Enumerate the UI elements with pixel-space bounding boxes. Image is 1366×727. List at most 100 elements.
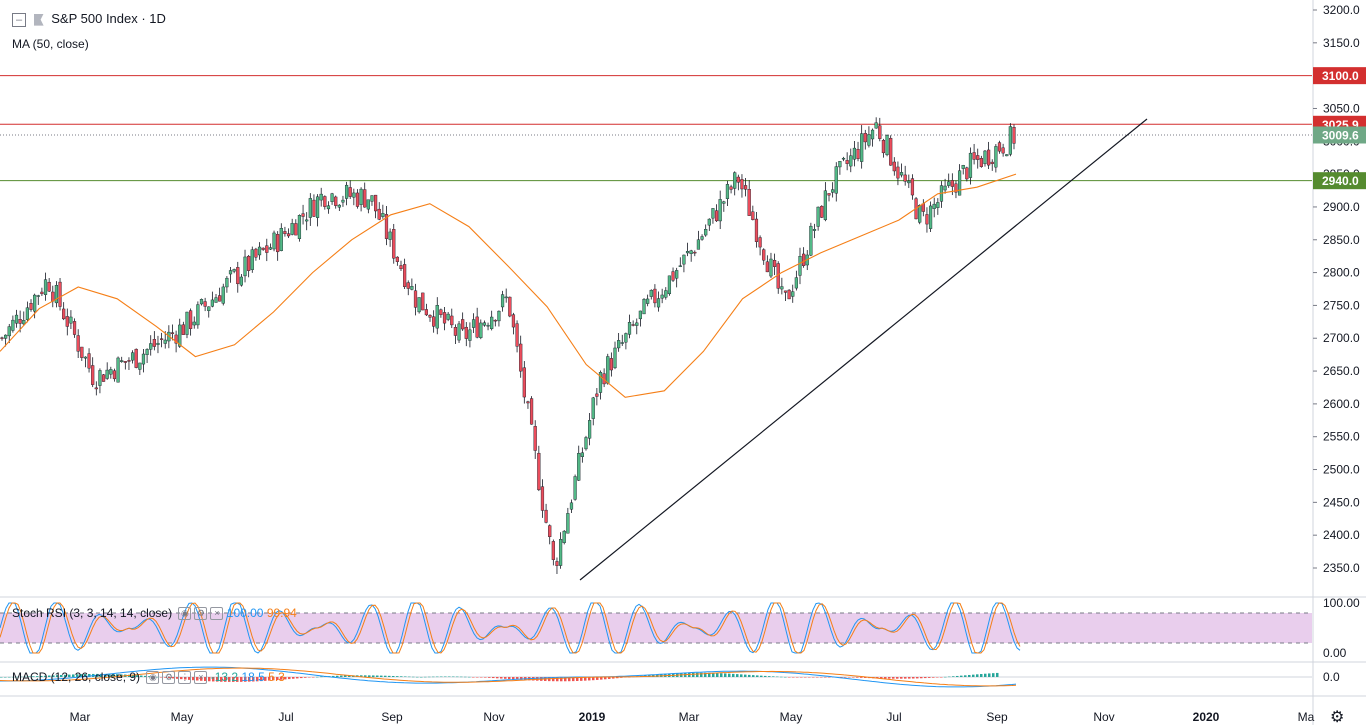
macd-histogram-bar [12,676,15,678]
macd-histogram-bar [480,677,483,678]
stoch-legend[interactable]: Stoch RSI (3, 3, 14, 14, close) ◉ ⚙ × 100.… [12,606,297,621]
macd-histogram-bar [456,676,459,678]
candle-body [979,158,983,167]
macd-hist-value: -13.2 [210,670,239,684]
candle-body [62,308,66,320]
candle-body [286,233,291,237]
candle-body [558,539,563,566]
macd-histogram-bar [800,677,803,678]
ma-legend[interactable]: MA (50, close) [12,37,89,51]
macd-histogram-bar [8,676,11,678]
settings-icon[interactable]: ⚙ [162,671,176,685]
candle-body [878,125,882,139]
macd-histogram-bar [516,677,519,680]
candle-body [464,326,468,339]
macd-histogram-bar [892,677,895,679]
candle-body [72,321,77,335]
candle-body [392,229,396,259]
candle-body [348,187,352,197]
macd-histogram-bar [28,676,31,677]
macd-histogram-bar [616,677,619,679]
candle-body [903,174,907,182]
price-tick-label: 2800.0 [1323,266,1360,280]
candle-body [899,172,904,176]
gear-icon[interactable]: ⚙ [1330,709,1345,726]
macd-histogram-bar [116,674,119,677]
candle-body [1008,126,1012,155]
candle-body [809,225,813,256]
candle-body [500,294,505,308]
macd-histogram-bar [472,677,475,678]
candle-body [225,277,229,288]
macd-histogram-bar [400,676,403,677]
macd-histogram-bar [792,677,795,678]
candle-body [25,307,29,320]
candle-body [740,179,744,190]
candle-body [787,289,791,300]
candle-body [417,297,421,313]
candle-body [493,319,497,322]
close-icon[interactable]: × [210,607,224,621]
candle-body [406,282,410,289]
candle-body [403,264,407,287]
macd-histogram-bar [728,673,731,677]
macd-histogram-bar [736,674,739,677]
candle-body [457,323,461,341]
flag-icon[interactable] [33,13,44,26]
macd-histogram-bar [264,677,267,681]
macd-histogram-bar [944,676,947,678]
candle-body [743,185,748,190]
macd-histogram-bar [860,677,863,678]
candle-body [308,198,312,218]
macd-histogram-bar [228,677,231,682]
minus-square-icon[interactable]: – [12,12,26,27]
candle-body [366,199,370,210]
candle-body [272,232,276,250]
candle-body [381,213,385,217]
macd-histogram-bar [700,672,703,677]
candle-body [896,166,900,179]
macd-histogram-bar [180,677,183,680]
macd-histogram-bar [184,677,187,680]
time-axis-label: 2019 [579,710,606,724]
candle-body [305,219,309,222]
candle-body [573,476,577,500]
candle-body [428,314,432,318]
macd-histogram-bar [132,674,135,677]
price-axis-label: 3009.6 [1322,128,1359,142]
macd-histogram-bar [252,677,255,682]
time-axis-label: May [171,710,194,724]
macd-histogram-bar [748,674,751,677]
settings-icon[interactable]: ⚙ [194,607,208,621]
macd-histogram-bar [904,677,907,679]
candle-body [344,184,349,199]
macd-histogram-bar [332,675,335,677]
candle-body [827,193,831,196]
close-icon[interactable]: × [194,671,208,685]
macd-histogram-bar [188,677,191,680]
macd-histogram-bar [928,677,931,678]
macd-histogram-bar [608,677,611,679]
price-tick-label: 2750.0 [1323,298,1360,312]
candle-body [152,339,156,347]
price-tick-label: 3150.0 [1323,36,1360,50]
candle-body [207,306,211,311]
candle-body [783,290,788,293]
more-icon[interactable]: ⋮ [178,671,192,685]
macd-histogram-bar [756,675,759,677]
macd-legend[interactable]: MACD (12, 26, close, 9) ◉ ⚙ ⋮ × -13.2 18.5 … [12,670,285,685]
candle-body [696,239,701,250]
macd-histogram-bar [212,677,215,682]
candle-body [711,208,715,219]
candle-body [297,215,302,239]
macd-histogram-bar [584,677,587,681]
candle-body [283,231,287,235]
candle-body [537,452,541,491]
eye-icon[interactable]: ◉ [146,671,160,685]
stoch-d-line [0,602,1021,654]
macd-histogram-bar [916,677,919,679]
eye-icon[interactable]: ◉ [178,607,192,621]
candle-body [642,298,646,315]
candle-body [22,320,26,325]
